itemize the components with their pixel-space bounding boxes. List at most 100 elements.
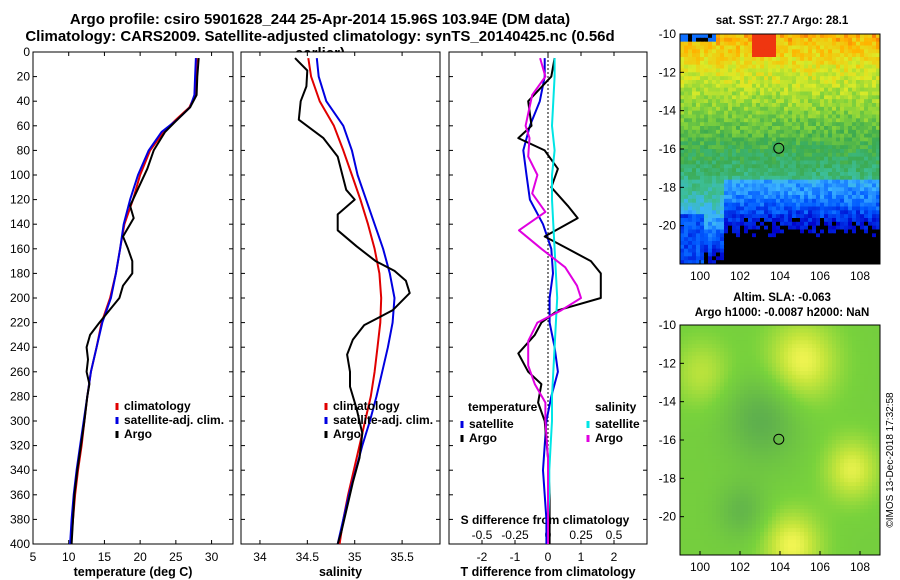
map-y-tick-label: -10	[659, 318, 677, 332]
map-y-tick-label: -16	[659, 142, 677, 156]
y-tick-label: 320	[10, 439, 30, 453]
plot-frame	[240, 51, 441, 545]
map-field	[680, 325, 880, 555]
y-tick-label: 180	[10, 266, 30, 280]
legend-entry: satellite	[469, 417, 514, 431]
argo-location-marker	[773, 142, 785, 154]
legend-title-temperature: temperature	[468, 400, 538, 414]
y-tick-label: 60	[17, 119, 31, 133]
map-x-tick-label: 108	[850, 560, 870, 574]
series-line-climatology	[307, 57, 383, 545]
map-x-tick-label: 106	[810, 269, 830, 283]
map-y-tick-label: -14	[659, 395, 677, 409]
sla-map: 100 102 104 106 108 -10 -12 -14 -16 -18 -20	[659, 318, 881, 574]
map-x-tick-label: 100	[690, 269, 710, 283]
y-tick-label: 220	[10, 316, 30, 330]
y-tick-label: 360	[10, 488, 30, 502]
legend-entry: climatology	[124, 399, 191, 413]
credit-text: ©IMOS 13-Dec-2018 17:32:58	[885, 392, 896, 528]
x-tick-label: -1	[510, 550, 521, 564]
map-field	[680, 34, 880, 264]
map-y-tick-label: -12	[659, 65, 677, 79]
x2-tick-label: 0.25	[569, 528, 593, 542]
x-tick-label: 35	[348, 550, 362, 564]
map-x-tick-label: 104	[770, 269, 790, 283]
x-axis-label: T difference from climatology	[460, 565, 635, 579]
map-y-tick-label: -20	[659, 219, 677, 233]
map-x-tick-label: 104	[770, 560, 790, 574]
y-tick-label: 400	[10, 537, 30, 551]
y-tick-label: 140	[10, 217, 30, 231]
map-y-tick-label: -20	[659, 510, 677, 524]
x2-tick-label: -0.25	[501, 528, 529, 542]
sst-map: 100 102 104 106 108 -10 -12 -14 -16 -18 -20	[659, 27, 881, 283]
map-y-tick-label: -14	[659, 104, 677, 118]
legend-title-salinity: salinity	[595, 400, 637, 414]
x-tick-label: 34	[253, 550, 267, 564]
y-tick-label: 260	[10, 365, 30, 379]
y-tick-label: 40	[17, 94, 31, 108]
x-tick-label: 5	[30, 550, 37, 564]
argo-location-marker	[773, 433, 785, 445]
series-line-salinity-satellite	[547, 58, 559, 544]
y-tick-label: 160	[10, 242, 30, 256]
legend-entry: Argo	[333, 427, 361, 441]
y-tick-label: 300	[10, 414, 30, 428]
map-x-tick-label: 102	[730, 560, 750, 574]
map-y-tick-label: -16	[659, 433, 677, 447]
map-y-tick-label: -10	[659, 27, 677, 41]
y-tick-label: 80	[17, 143, 31, 157]
y-tick-label: 20	[17, 70, 31, 84]
x2-axis-label: S difference from climatology	[461, 513, 630, 527]
legend-entry: Argo	[595, 431, 623, 445]
x-tick-label: 2	[611, 550, 618, 564]
y-tick-label: 280	[10, 389, 30, 403]
x-tick-label: 35.5	[390, 550, 414, 564]
sla-map-title: Altim. SLA: -0.063	[733, 292, 831, 304]
legend-entry: Argo	[469, 431, 497, 445]
y-tick-label: 120	[10, 193, 30, 207]
profile-panel-differences: -2 -1 0 1 2T difference from climatology S di…	[448, 51, 648, 579]
series-line-salinity-Argo	[518, 57, 582, 544]
map-y-tick-label: -18	[659, 471, 677, 485]
x-tick-label: 0	[545, 550, 552, 564]
y-tick-label: 100	[10, 168, 30, 182]
series-line-Argo	[70, 58, 200, 545]
sla-map-subtitle: Argo h1000: -0.0087 h2000: NaN	[695, 307, 870, 319]
x2-tick-label: 0.5	[606, 528, 623, 542]
map-x-tick-label: 102	[730, 269, 750, 283]
x-tick-label: 15	[98, 550, 112, 564]
series-line-temperature-Argo	[517, 57, 602, 544]
x-tick-label: 34.5	[296, 550, 320, 564]
map-y-tick-label: -18	[659, 180, 677, 194]
x-tick-label: -2	[477, 550, 488, 564]
profile-panel-salinity: 34 34.5 35 35.5 salinity climatologysatellite…	[240, 51, 441, 579]
plot-frame	[32, 51, 234, 545]
map-x-tick-label: 108	[850, 269, 870, 283]
x-axis-label: temperature (deg C)	[74, 565, 193, 579]
x2-tick-label: -0.5	[472, 528, 493, 542]
profile-panel-temperature: 0 20 40 60 80 100 120 140 160 180 200 220 240 260 280 3…	[10, 45, 234, 579]
map-y-tick-label: -12	[659, 356, 677, 370]
y-tick-label: 200	[10, 291, 30, 305]
series-line-Argo	[294, 57, 411, 545]
y-tick-label: 340	[10, 463, 30, 477]
map-x-tick-label: 100	[690, 560, 710, 574]
x-tick-label: 1	[578, 550, 585, 564]
x-axis-label: salinity	[319, 565, 362, 579]
legend-entry: satellite-adj. clim.	[124, 413, 224, 427]
legend-entry: climatology	[333, 399, 400, 413]
y-tick-label: 0	[23, 45, 30, 59]
x-tick-label: 20	[133, 550, 147, 564]
sst-map-title: sat. SST: 27.7 Argo: 28.1	[716, 15, 849, 27]
legend-entry: Argo	[124, 427, 152, 441]
x-tick-label: 10	[62, 550, 76, 564]
y-tick-label: 380	[10, 512, 30, 526]
legend-entry: satellite-adj. clim.	[333, 413, 433, 427]
figure-title-line1: Argo profile: csiro 5901628_244 25-Apr-2…	[69, 11, 571, 28]
legend-entry: satellite	[595, 417, 640, 431]
x-tick-label: 25	[169, 550, 183, 564]
y-tick-label: 240	[10, 340, 30, 354]
x-tick-label: 30	[205, 550, 219, 564]
